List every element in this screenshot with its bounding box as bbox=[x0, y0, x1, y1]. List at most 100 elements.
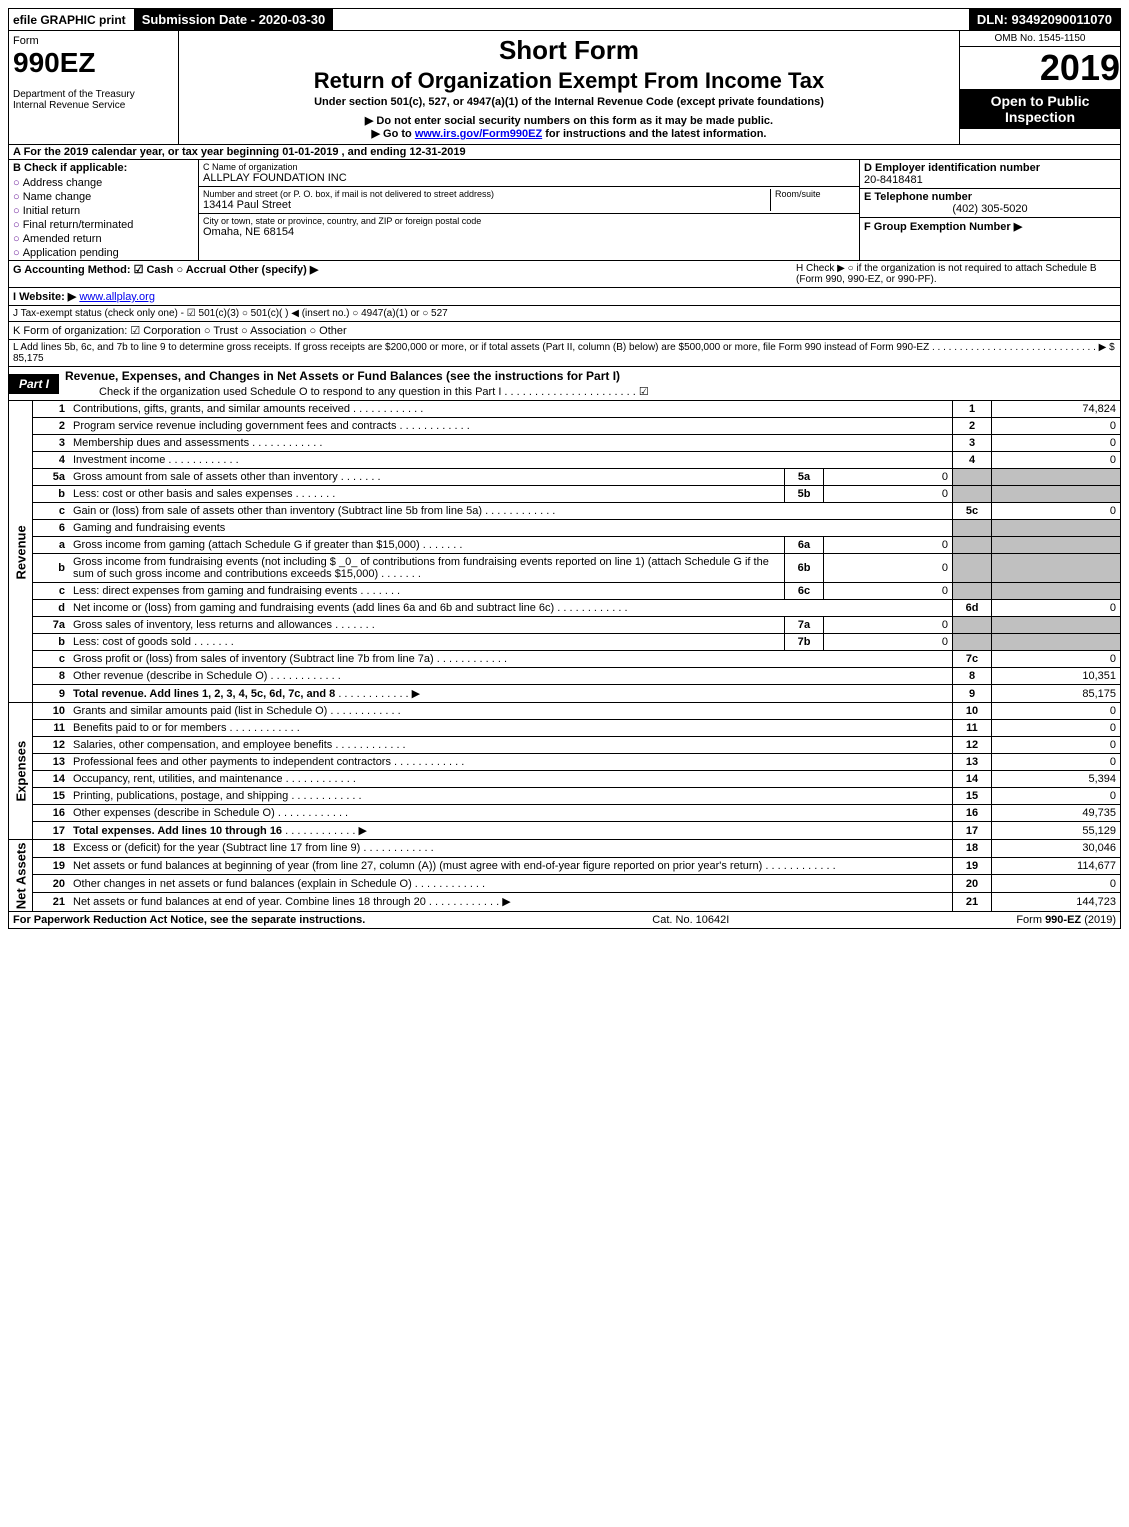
table-row: aGross income from gaming (attach Schedu… bbox=[9, 537, 1121, 554]
sub-box-val: 0 bbox=[824, 583, 953, 600]
title2: Return of Organization Exempt From Incom… bbox=[183, 68, 955, 94]
box-num: 11 bbox=[953, 720, 992, 737]
table-row: 19Net assets or fund balances at beginni… bbox=[9, 857, 1121, 875]
netassets-table: Net Assets18Excess or (deficit) for the … bbox=[8, 840, 1121, 912]
website-link[interactable]: www.allplay.org bbox=[79, 291, 155, 303]
sub-box-val: 0 bbox=[824, 469, 953, 486]
box-num: 14 bbox=[953, 771, 992, 788]
sub-box-val: 0 bbox=[824, 617, 953, 634]
check-b: B Check if applicable: Address change Na… bbox=[9, 160, 199, 260]
line-number: 5a bbox=[33, 469, 70, 486]
title1: Short Form bbox=[183, 35, 955, 66]
box-val: 30,046 bbox=[992, 840, 1121, 857]
box-num: 18 bbox=[953, 840, 992, 857]
line-desc: Other revenue (describe in Schedule O) .… bbox=[69, 668, 953, 685]
chk-final[interactable]: Final return/terminated bbox=[9, 218, 198, 232]
ein-cell: D Employer identification number 20-8418… bbox=[860, 160, 1120, 189]
right-info: D Employer identification number 20-8418… bbox=[860, 160, 1120, 260]
entity-grid: B Check if applicable: Address change Na… bbox=[8, 160, 1121, 261]
line-number: 10 bbox=[33, 703, 70, 720]
header: Form 990EZ Department of the Treasury In… bbox=[8, 31, 1121, 145]
line-number: 3 bbox=[33, 435, 70, 452]
table-row: 11Benefits paid to or for members . . . … bbox=[9, 720, 1121, 737]
box-num: 7c bbox=[953, 651, 992, 668]
note1: ▶ Do not enter social security numbers o… bbox=[183, 114, 955, 127]
box-num: 5c bbox=[953, 503, 992, 520]
org-name-cell: C Name of organization ALLPLAY FOUNDATIO… bbox=[199, 160, 859, 187]
table-row: 20Other changes in net assets or fund ba… bbox=[9, 875, 1121, 893]
line-desc: Gross amount from sale of assets other t… bbox=[69, 469, 785, 486]
line-number: b bbox=[33, 554, 70, 583]
table-row: 3Membership dues and assessments . . . .… bbox=[9, 435, 1121, 452]
line-number: 11 bbox=[33, 720, 70, 737]
ein: 20-8418481 bbox=[864, 174, 1116, 186]
box-num: 1 bbox=[953, 401, 992, 418]
table-row: 6Gaming and fundraising events bbox=[9, 520, 1121, 537]
line-k: K Form of organization: ☑ Corporation ○ … bbox=[8, 322, 1121, 340]
box-val: 10,351 bbox=[992, 668, 1121, 685]
note2-post: for instructions and the latest informat… bbox=[542, 128, 766, 140]
sub-box-num: 5b bbox=[785, 486, 824, 503]
e-label: E Telephone number bbox=[864, 191, 1116, 203]
shaded-cell bbox=[953, 583, 992, 600]
revenue-table: Revenue1Contributions, gifts, grants, an… bbox=[8, 401, 1121, 703]
table-row: 12Salaries, other compensation, and empl… bbox=[9, 737, 1121, 754]
line-desc: Grants and similar amounts paid (list in… bbox=[69, 703, 953, 720]
box-val: 0 bbox=[992, 452, 1121, 469]
table-row: 5aGross amount from sale of assets other… bbox=[9, 469, 1121, 486]
box-val: 49,735 bbox=[992, 805, 1121, 822]
line-desc: Excess or (deficit) for the year (Subtra… bbox=[69, 840, 953, 857]
line-desc: Professional fees and other payments to … bbox=[69, 754, 953, 771]
chk-name[interactable]: Name change bbox=[9, 190, 198, 204]
submission-date: Submission Date - 2020-03-30 bbox=[134, 9, 334, 30]
box-num: 8 bbox=[953, 668, 992, 685]
box-val: 55,129 bbox=[992, 822, 1121, 840]
sub-box-val: 0 bbox=[824, 554, 953, 583]
table-row: Net Assets18Excess or (deficit) for the … bbox=[9, 840, 1121, 857]
open-public: Open to Public Inspection bbox=[960, 89, 1120, 129]
shaded-cell bbox=[992, 520, 1121, 537]
line-desc: Occupancy, rent, utilities, and maintena… bbox=[69, 771, 953, 788]
box-num: 21 bbox=[953, 892, 992, 911]
line-desc: Other changes in net assets or fund bala… bbox=[69, 875, 953, 893]
c-label: C Name of organization bbox=[203, 162, 855, 172]
box-val: 0 bbox=[992, 875, 1121, 893]
chk-pending[interactable]: Application pending bbox=[9, 246, 198, 260]
line-number: c bbox=[33, 503, 70, 520]
table-row: cGross profit or (loss) from sales of in… bbox=[9, 651, 1121, 668]
header-right: OMB No. 1545-1150 2019 Open to Public In… bbox=[960, 31, 1120, 144]
box-val: 0 bbox=[992, 703, 1121, 720]
efile-label: efile GRAPHIC print bbox=[9, 11, 130, 29]
box-num: 16 bbox=[953, 805, 992, 822]
shaded-cell bbox=[992, 634, 1121, 651]
footer: For Paperwork Reduction Act Notice, see … bbox=[8, 912, 1121, 929]
footer-right: Form 990-EZ (2019) bbox=[1016, 914, 1116, 926]
side-label: Revenue bbox=[9, 401, 33, 703]
chk-address[interactable]: Address change bbox=[9, 176, 198, 190]
line-number: 4 bbox=[33, 452, 70, 469]
irs-link[interactable]: www.irs.gov/Form990EZ bbox=[415, 128, 542, 140]
line-number: a bbox=[33, 537, 70, 554]
sub-box-num: 7b bbox=[785, 634, 824, 651]
table-row: 9Total revenue. Add lines 1, 2, 3, 4, 5c… bbox=[9, 685, 1121, 703]
line-number: 18 bbox=[33, 840, 70, 857]
line-desc: Gross profit or (loss) from sales of inv… bbox=[69, 651, 953, 668]
table-row: dNet income or (loss) from gaming and fu… bbox=[9, 600, 1121, 617]
expenses-table: Expenses10Grants and similar amounts pai… bbox=[8, 703, 1121, 840]
shaded-cell bbox=[992, 554, 1121, 583]
table-row: Expenses10Grants and similar amounts pai… bbox=[9, 703, 1121, 720]
line-number: 13 bbox=[33, 754, 70, 771]
chk-amended[interactable]: Amended return bbox=[9, 232, 198, 246]
line-number: c bbox=[33, 651, 70, 668]
line-number: b bbox=[33, 486, 70, 503]
shaded-cell bbox=[992, 617, 1121, 634]
line-g: G Accounting Method: ☑ Cash ○ Accrual Ot… bbox=[13, 263, 318, 285]
org-info: C Name of organization ALLPLAY FOUNDATIO… bbox=[199, 160, 860, 260]
sub-box-num: 6b bbox=[785, 554, 824, 583]
line-l: L Add lines 5b, 6c, and 7b to line 9 to … bbox=[8, 340, 1121, 367]
box-val: 0 bbox=[992, 435, 1121, 452]
table-row: bGross income from fundraising events (n… bbox=[9, 554, 1121, 583]
chk-initial[interactable]: Initial return bbox=[9, 204, 198, 218]
shaded-cell bbox=[953, 469, 992, 486]
line-g-h: G Accounting Method: ☑ Cash ○ Accrual Ot… bbox=[8, 261, 1121, 288]
